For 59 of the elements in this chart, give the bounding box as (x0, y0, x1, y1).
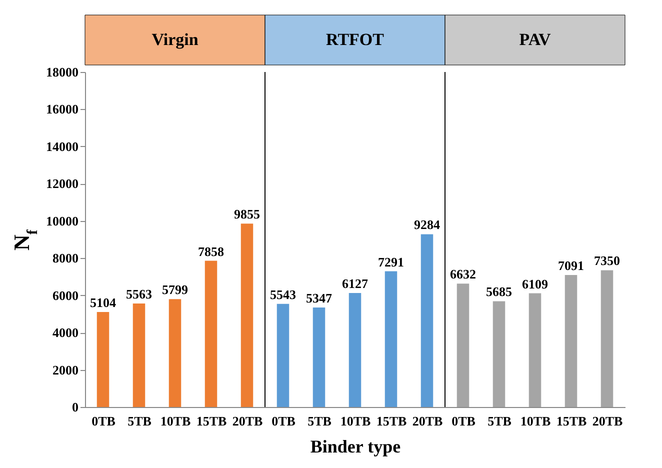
x-tick-label: 5TB (128, 414, 152, 428)
text: RTFOT (326, 30, 385, 49)
x-tick-label: 15TB (376, 414, 407, 428)
data-label: 5347 (306, 290, 332, 306)
bar (96, 312, 110, 407)
bar (276, 304, 290, 407)
data-label: 5563 (126, 286, 152, 302)
text: Virgin (152, 30, 199, 49)
x-tick-label: 5TB (488, 414, 512, 428)
bar (204, 260, 218, 407)
y-tick-label: 18000 (46, 64, 78, 80)
data-label: 9855 (234, 206, 260, 222)
y-tick-label: 0 (72, 400, 78, 414)
bar (492, 301, 506, 407)
data-label: 5799 (162, 282, 188, 298)
data-label: 5104 (90, 295, 116, 310)
x-tick-label: 0TB (92, 414, 116, 428)
x-tick-label: 15TB (556, 414, 587, 428)
y-tick-label: 16000 (46, 102, 78, 117)
bar (384, 271, 398, 407)
x-axis-title: Binder type (310, 436, 401, 456)
data-label: 7350 (594, 253, 620, 268)
bar (600, 270, 614, 407)
x-tick-label: 0TB (272, 414, 296, 428)
x-tick-label: 20TB (412, 414, 443, 428)
data-label: 7091 (558, 258, 584, 274)
x-tick-label: 15TB (196, 414, 227, 428)
bar (312, 307, 326, 407)
text: PAV (519, 30, 552, 49)
data-label: 5685 (486, 284, 512, 300)
bar (168, 299, 182, 407)
bar (348, 292, 362, 407)
y-tick-label: 8000 (52, 250, 78, 266)
y-tick-label: 14000 (46, 138, 78, 154)
y-tick-label: 12000 (46, 176, 78, 192)
bar (420, 234, 434, 407)
x-tick-label: 0TB (452, 414, 476, 428)
data-label: 5543 (270, 286, 296, 302)
x-tick-label: 20TB (592, 414, 623, 428)
y-tick-label: 2000 (52, 362, 78, 378)
bar (528, 293, 542, 407)
x-tick-label: 20TB (232, 414, 263, 428)
y-tick-label: 6000 (52, 288, 78, 303)
bar (240, 224, 254, 407)
bar (132, 303, 146, 407)
data-label: 7291 (378, 254, 404, 270)
y-tick-label: 4000 (52, 325, 78, 340)
y-tick-label: 10000 (46, 213, 78, 228)
data-label: 6109 (522, 276, 548, 292)
x-tick-label: 10TB (520, 414, 551, 428)
data-label: 6127 (342, 276, 368, 291)
bar (564, 275, 578, 407)
data-label: 9284 (414, 217, 440, 232)
bar (456, 284, 470, 407)
x-tick-label: 5TB (308, 414, 332, 428)
data-label: 6632 (450, 266, 476, 282)
data-label: 7858 (198, 244, 224, 259)
x-tick-label: 10TB (160, 414, 191, 428)
x-tick-label: 10TB (340, 414, 371, 428)
